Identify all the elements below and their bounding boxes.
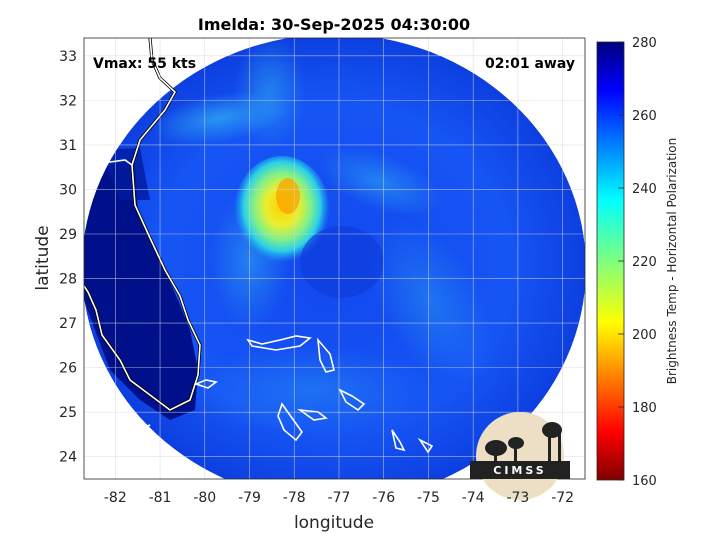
colorbar-tick-label: 180 (632, 401, 657, 416)
plot-title: Imelda: 30-Sep-2025 04:30:00 (198, 15, 470, 34)
y-tick-label: 31 (59, 138, 77, 154)
cimss-logo: CIMSS (470, 412, 570, 500)
colorbar-tick-label: 240 (632, 182, 657, 197)
y-tick-label: 29 (59, 227, 77, 243)
x-tick-label: -82 (104, 490, 127, 506)
y-tick-label: 24 (59, 450, 77, 466)
colorbar-ticks: 160 180 200 220 240 260 280 (618, 36, 657, 489)
x-tick-label: -74 (462, 490, 485, 506)
colorbar-tick-label: 280 (632, 36, 657, 51)
logo-text: CIMSS (493, 464, 546, 477)
y-axis-label: latitude (33, 225, 53, 290)
colorbar: 160 180 200 220 240 260 280 Brightness Temp - … (596, 36, 679, 489)
x-tick-label: -81 (149, 490, 172, 506)
colorbar-label: Brightness Temp - Horizontal Polarizatio… (665, 138, 679, 385)
plot-frame (83, 37, 586, 480)
y-tick-label: 26 (59, 361, 77, 377)
x-tick-label: -80 (193, 490, 216, 506)
y-tick-label: 32 (59, 93, 77, 109)
storm-eye (300, 226, 384, 298)
x-tick-label: -78 (283, 490, 306, 506)
y-tick-label: 27 (59, 316, 77, 332)
y-tick-label: 25 (59, 405, 77, 421)
bahamas-islands (127, 335, 434, 454)
y-tick-label: 28 (59, 272, 77, 288)
vmax-label: Vmax: 55 kts (93, 56, 196, 72)
coastline-white (84, 38, 201, 411)
y-tick-label: 33 (59, 49, 77, 65)
x-axis-ticks: -82 -81 -80 -79 -78 -77 -76 -75 -74 -73 -72 (104, 490, 574, 506)
x-tick-label: -77 (328, 490, 351, 506)
water-tower-icon (542, 422, 562, 464)
grid-lines (84, 38, 585, 479)
colorbar-tick-label: 260 (632, 109, 657, 124)
y-tick-label: 30 (59, 182, 77, 198)
colorbar-tick-label: 220 (632, 255, 657, 270)
time-away-label: 02:01 away (485, 56, 575, 72)
y-axis-ticks: 24 25 26 27 28 29 30 31 32 33 (59, 49, 77, 466)
florida-land-region (84, 160, 198, 420)
colorbar-tick-label: 160 (632, 474, 657, 489)
x-tick-label: -75 (417, 490, 440, 506)
storm-warm-core (234, 156, 330, 268)
map-plot-area (83, 37, 586, 480)
x-axis-label: longitude (294, 513, 374, 533)
colorbar-tick-label: 200 (632, 328, 657, 343)
x-tick-label: -72 (551, 490, 574, 506)
x-tick-label: -76 (372, 490, 395, 506)
x-tick-label: -73 (506, 490, 529, 506)
x-tick-label: -79 (238, 490, 261, 506)
satellite-dish-icon (485, 437, 524, 464)
